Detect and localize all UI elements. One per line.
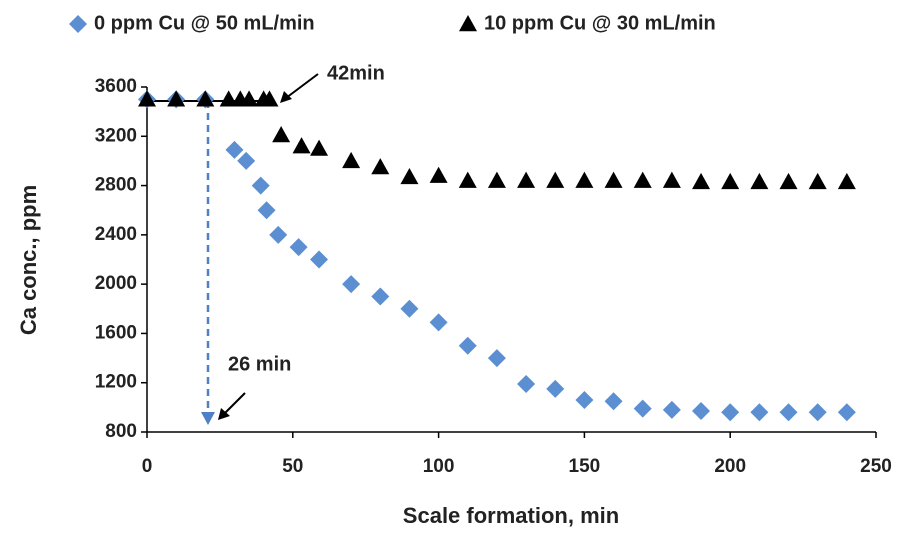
point xyxy=(721,403,740,422)
point xyxy=(225,140,244,159)
point xyxy=(310,250,329,269)
point xyxy=(575,171,594,188)
annotation-arrow-head xyxy=(218,408,230,420)
y-tick-label: 3600 xyxy=(95,76,137,97)
point xyxy=(750,172,769,190)
point xyxy=(487,171,506,188)
point xyxy=(196,90,215,107)
point xyxy=(837,403,856,422)
point xyxy=(633,399,652,418)
point xyxy=(721,172,740,190)
legend-marker xyxy=(459,15,477,32)
y-tick-label: 2400 xyxy=(95,224,137,245)
point xyxy=(692,172,711,190)
point xyxy=(458,171,477,188)
point xyxy=(779,403,798,422)
point xyxy=(517,171,536,188)
point xyxy=(692,402,711,421)
point xyxy=(237,151,256,170)
point xyxy=(546,379,565,398)
y-tick-label: 2000 xyxy=(95,273,137,294)
point xyxy=(808,172,827,190)
point xyxy=(604,392,623,411)
point xyxy=(517,374,536,393)
point xyxy=(662,171,681,188)
point xyxy=(260,90,279,107)
annotation-arrow xyxy=(285,73,319,99)
point xyxy=(604,171,623,188)
point xyxy=(546,171,565,188)
x-tick-label: 50 xyxy=(282,456,303,477)
point xyxy=(257,201,276,220)
point xyxy=(310,139,329,156)
y-tick-label: 1200 xyxy=(95,372,137,393)
point xyxy=(458,336,477,355)
point xyxy=(342,275,361,294)
point xyxy=(779,172,798,190)
point xyxy=(371,287,390,306)
point xyxy=(138,90,156,107)
point xyxy=(272,126,291,143)
x-tick-label: 100 xyxy=(423,456,455,477)
y-axis-title: Ca conc., ppm xyxy=(16,185,41,335)
legend-label: 10 ppm Cu @ 30 mL/min xyxy=(484,12,716,34)
x-tick-label: 0 xyxy=(142,456,153,477)
point xyxy=(750,403,769,422)
point xyxy=(837,172,856,190)
point xyxy=(662,400,681,419)
point xyxy=(400,299,419,318)
annotation-arrow xyxy=(223,392,246,415)
legend-label: 0 ppm Cu @ 50 mL/min xyxy=(94,12,315,34)
point xyxy=(487,349,506,368)
point xyxy=(371,158,390,175)
y-tick-label: 3200 xyxy=(95,125,137,146)
point xyxy=(633,171,652,188)
x-tick-label: 250 xyxy=(860,456,892,477)
annotation: 42min xyxy=(327,62,385,84)
point xyxy=(289,238,308,257)
x-tick-label: 200 xyxy=(714,456,746,477)
point xyxy=(167,90,186,107)
point xyxy=(240,90,259,107)
point xyxy=(251,176,270,195)
y-tick-label: 1600 xyxy=(95,322,137,343)
dashed-arrow-head xyxy=(201,412,215,425)
point xyxy=(575,390,594,409)
legend-marker xyxy=(69,15,87,33)
point xyxy=(269,225,288,244)
point xyxy=(219,90,238,107)
point xyxy=(400,167,419,185)
point xyxy=(292,137,311,154)
y-tick-label: 800 xyxy=(105,421,137,442)
x-axis-title: Scale formation, min xyxy=(403,503,619,528)
point xyxy=(342,151,361,169)
point xyxy=(429,313,448,332)
annotation-arrow-head xyxy=(280,91,292,103)
point xyxy=(429,166,448,183)
annotation: 26 min xyxy=(228,353,291,375)
y-tick-label: 2800 xyxy=(95,175,137,196)
x-tick-label: 150 xyxy=(569,456,601,477)
point xyxy=(808,403,827,422)
